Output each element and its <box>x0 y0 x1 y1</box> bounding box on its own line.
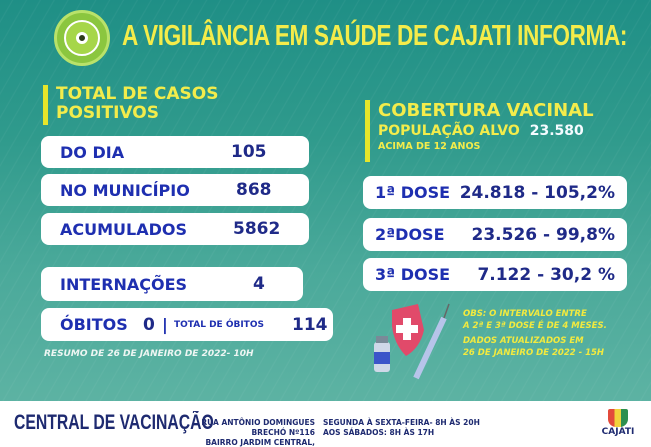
row-label: NO MUNICÍPIO <box>60 180 190 200</box>
total-obitos-value: 114 <box>292 314 328 335</box>
cajati-logo-text: CAJATI <box>601 427 635 437</box>
obitos-row: ÓBITOS 0 | TOTAL DE ÓBITOS 114 <box>41 308 333 341</box>
obitos-separator: | <box>162 315 168 334</box>
cajati-logo: CAJATI <box>599 409 637 437</box>
page-title: A VIGILÂNCIA EM SAÚDE DE CAJATI INFORMA: <box>122 20 628 52</box>
row-value: 868 <box>236 180 272 200</box>
footer-address: RUA ANTÔNIO DOMINGUES BRECHÓ Nº116 BAIRR… <box>195 418 315 447</box>
vaccine-heading-title: COBERTURA VACINAL <box>378 100 594 121</box>
obs-line1: OBS: O INTERVALO ENTRE <box>463 309 587 319</box>
updated-line2: 26 DE JANEIRO DE 2022 - 15H <box>463 348 605 358</box>
cases-row-do-dia: DO DIA 105 <box>41 136 309 168</box>
internacoes-row: INTERNAÇÕES 4 <box>41 267 303 301</box>
dose-value: 23.526 - 99,8% <box>471 224 615 245</box>
vigilancia-logo-icon <box>54 10 110 66</box>
cases-heading-line1: TOTAL DE CASOS <box>56 84 219 104</box>
obitos-label: ÓBITOS <box>60 315 128 334</box>
footer-hours: SEGUNDA À SEXTA-FEIRA- 8H ÀS 20H AOS SÁB… <box>323 418 480 438</box>
logo-inner <box>64 20 100 56</box>
cases-heading: TOTAL DE CASOS POSITIVOS <box>43 85 218 125</box>
population-note: ACIMA DE 12 ANOS <box>378 141 481 152</box>
cases-heading-line2: POSITIVOS <box>56 103 159 123</box>
eye-icon <box>76 32 88 44</box>
row-value: 5862 <box>233 219 281 239</box>
dose-label: 3ª DOSE <box>375 265 451 284</box>
vaccine-illustration-icon <box>374 303 450 380</box>
dose-value: 7.122 - 30,2 % <box>477 264 615 285</box>
hours-line1: SEGUNDA À SEXTA-FEIRA- 8H ÀS 20H <box>323 418 480 427</box>
row-value: 105 <box>231 142 267 162</box>
population-label: POPULAÇÃO ALVO <box>378 123 520 139</box>
population-value: 23.580 <box>529 123 584 139</box>
resumo-text: RESUMO DE 26 DE JANEIRO DE 2022- 10H <box>44 349 254 359</box>
cases-row-municipio: NO MUNICÍPIO 868 <box>41 174 309 206</box>
row-label: ACUMULADOS <box>60 219 188 239</box>
dose-label: 1ª DOSE <box>375 183 451 202</box>
header: A VIGILÂNCIA EM SAÚDE DE CAJATI INFORMA: <box>0 0 651 78</box>
row-label: DO DIA <box>60 142 125 162</box>
internacoes-label: INTERNAÇÕES <box>60 274 188 294</box>
dose-label: 2ªDOSE <box>375 225 445 244</box>
dose-row-1: 1ª DOSE 24.818 - 105,2% <box>363 176 627 209</box>
address-line2: BAIRRO JARDIM CENTRAL, CAJATI/SP <box>205 438 315 447</box>
hours-line2: AOS SÁBADOS: 8H ÀS 17H <box>323 428 435 437</box>
cases-row-acumulados: ACUMULADOS 5862 <box>41 213 309 245</box>
updated-line1: DADOS ATUALIZADOS EM <box>463 336 584 346</box>
accent-bar <box>43 85 48 125</box>
internacoes-value: 4 <box>253 274 265 294</box>
footer: CENTRAL DE VACINAÇÃO RUA ANTÔNIO DOMINGU… <box>0 401 651 447</box>
dose-row-2: 2ªDOSE 23.526 - 99,8% <box>363 218 627 251</box>
accent-bar <box>365 100 370 162</box>
vaccine-heading: COBERTURA VACINAL POPULAÇÃO ALVO 23.580 … <box>365 100 594 162</box>
dose-value: 24.818 - 105,2% <box>459 182 615 203</box>
updated-note: DADOS ATUALIZADOS EM 26 DE JANEIRO DE 20… <box>463 335 604 359</box>
address-line1: RUA ANTÔNIO DOMINGUES BRECHÓ Nº116 <box>201 418 315 437</box>
obs-note: OBS: O INTERVALO ENTRE A 2ª E 3ª DOSE É … <box>463 308 607 332</box>
obitos-value: 0 <box>143 314 155 335</box>
obs-line2: A 2ª E 3ª DOSE É DE 4 MESES. <box>463 321 607 331</box>
dose-row-3: 3ª DOSE 7.122 - 30,2 % <box>363 258 627 291</box>
cajati-crest-icon <box>608 409 628 427</box>
footer-title: CENTRAL DE VACINAÇÃO <box>14 411 214 434</box>
total-obitos-label: TOTAL DE ÓBITOS <box>174 320 264 330</box>
